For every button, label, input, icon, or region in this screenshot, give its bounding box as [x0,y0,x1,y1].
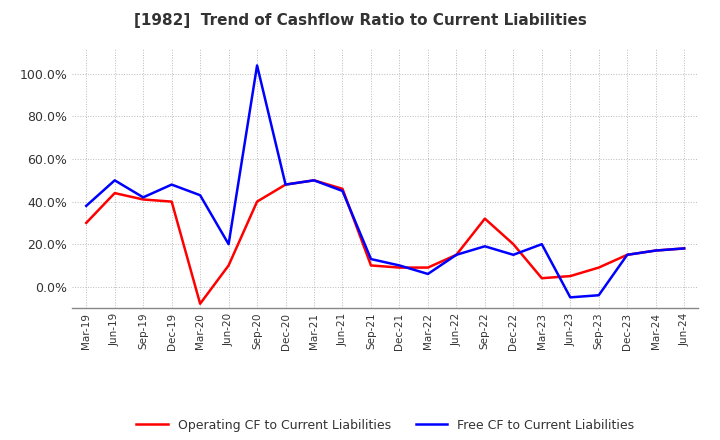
Operating CF to Current Liabilities [253,199,261,204]
Free CF to Current Liabilities [225,242,233,247]
Free CF to Current Liabilities [537,242,546,247]
Operating CF to Current Liabilities [167,199,176,204]
Free CF to Current Liabilities [623,252,631,257]
Operating CF to Current Liabilities [480,216,489,221]
Operating CF to Current Liabilities [423,265,432,270]
Operating CF to Current Liabilities [225,263,233,268]
Free CF to Current Liabilities [395,263,404,268]
Free CF to Current Liabilities [366,257,375,262]
Operating CF to Current Liabilities [366,263,375,268]
Free CF to Current Liabilities [139,195,148,200]
Operating CF to Current Liabilities [652,248,660,253]
Free CF to Current Liabilities [680,246,688,251]
Free CF to Current Liabilities [82,203,91,209]
Operating CF to Current Liabilities [282,182,290,187]
Line: Operating CF to Current Liabilities: Operating CF to Current Liabilities [86,180,684,304]
Text: [1982]  Trend of Cashflow Ratio to Current Liabilities: [1982] Trend of Cashflow Ratio to Curren… [134,13,586,28]
Operating CF to Current Liabilities [566,273,575,279]
Free CF to Current Liabilities [452,252,461,257]
Line: Free CF to Current Liabilities: Free CF to Current Liabilities [86,66,684,297]
Free CF to Current Liabilities [595,293,603,298]
Free CF to Current Liabilities [338,188,347,194]
Operating CF to Current Liabilities [623,252,631,257]
Operating CF to Current Liabilities [595,265,603,270]
Free CF to Current Liabilities [509,252,518,257]
Operating CF to Current Liabilities [196,301,204,306]
Operating CF to Current Liabilities [82,220,91,226]
Free CF to Current Liabilities [282,182,290,187]
Free CF to Current Liabilities [480,244,489,249]
Operating CF to Current Liabilities [338,186,347,191]
Free CF to Current Liabilities [652,248,660,253]
Operating CF to Current Liabilities [110,191,119,196]
Operating CF to Current Liabilities [310,178,318,183]
Free CF to Current Liabilities [110,178,119,183]
Operating CF to Current Liabilities [509,242,518,247]
Free CF to Current Liabilities [167,182,176,187]
Free CF to Current Liabilities [196,193,204,198]
Free CF to Current Liabilities [253,63,261,68]
Free CF to Current Liabilities [423,271,432,277]
Free CF to Current Liabilities [310,178,318,183]
Operating CF to Current Liabilities [452,252,461,257]
Operating CF to Current Liabilities [537,275,546,281]
Free CF to Current Liabilities [566,295,575,300]
Operating CF to Current Liabilities [395,265,404,270]
Operating CF to Current Liabilities [139,197,148,202]
Legend: Operating CF to Current Liabilities, Free CF to Current Liabilities: Operating CF to Current Liabilities, Fre… [131,414,639,437]
Operating CF to Current Liabilities [680,246,688,251]
